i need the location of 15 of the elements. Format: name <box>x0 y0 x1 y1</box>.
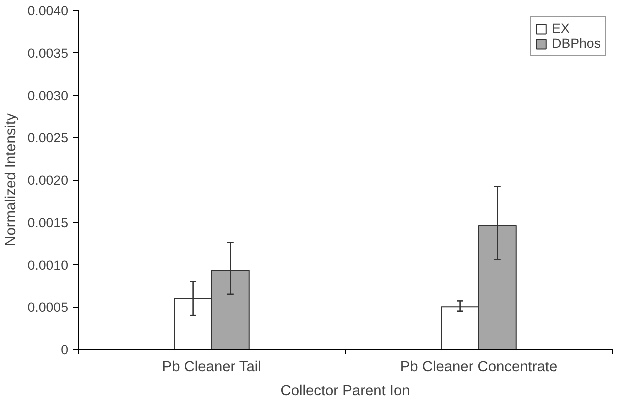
y-tick-label: 0.0035 <box>28 46 68 61</box>
legend-label: DBPhos <box>552 36 601 51</box>
y-tick-label: 0.0040 <box>28 4 68 18</box>
y-tick-label: 0.0015 <box>28 215 68 230</box>
y-tick-label: 0.0020 <box>28 173 68 188</box>
x-tick-label: Pb Cleaner Concentrate <box>400 360 558 376</box>
y-tick-label: 0 <box>61 342 69 358</box>
y-tick-label: 0.0005 <box>28 300 68 316</box>
y-tick-label: 0.0025 <box>28 130 68 146</box>
x-tick-label: Pb Cleaner Tail <box>162 360 262 376</box>
y-tick-label: 0.0010 <box>28 258 68 273</box>
legend-label: EX <box>552 21 571 36</box>
x-axis-title: Collector Parent Ion <box>280 384 410 400</box>
y-tick-label: 0.0030 <box>28 88 68 104</box>
y-axis-title: Normalized Intensity <box>4 112 20 246</box>
